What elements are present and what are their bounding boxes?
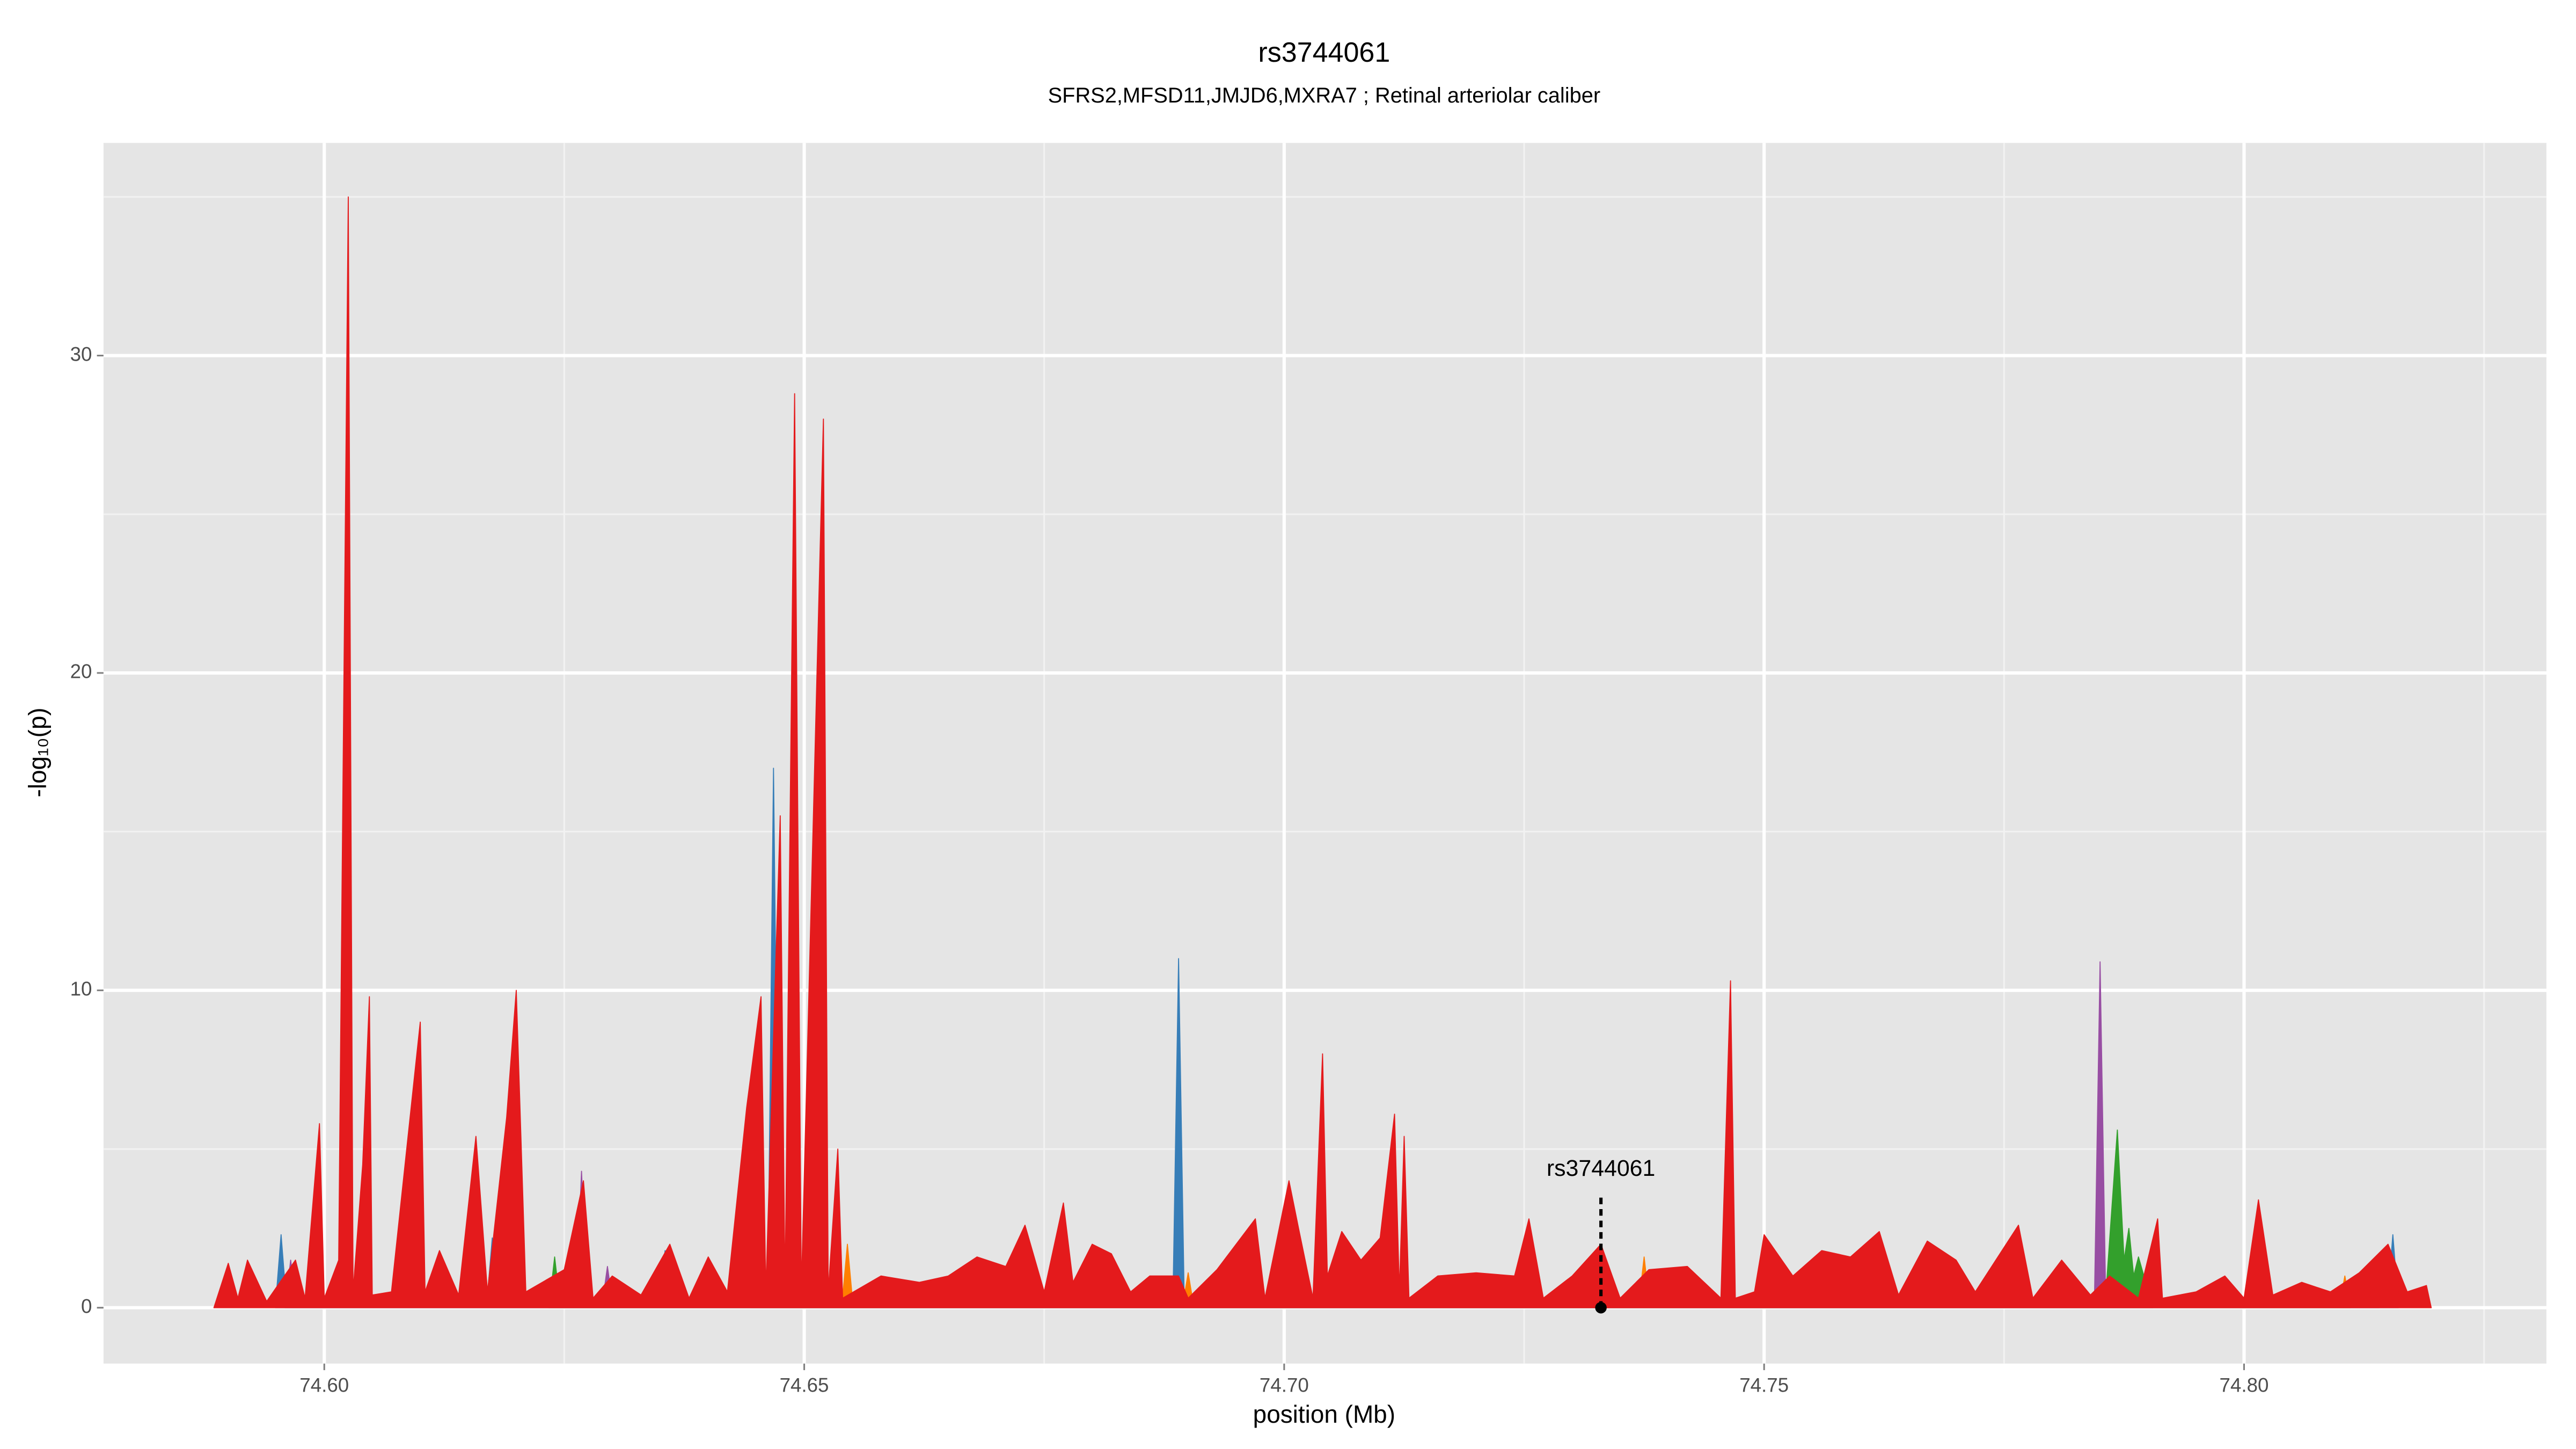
labels: 74.60 74.65 74.70 74.75 74.80 0 10 20 30 rs374406… bbox=[70, 343, 2269, 1396]
x-tick-label: 74.60 bbox=[299, 1374, 349, 1396]
x-tick-label: 74.65 bbox=[780, 1374, 829, 1396]
chart-subtitle: SFRS2,MFSD11,JMJD6,MXRA7 ; Retinal arter… bbox=[1048, 84, 1600, 107]
annotation-point bbox=[1595, 1302, 1607, 1314]
x-tick-label: 74.70 bbox=[1260, 1374, 1309, 1396]
x-tick-label: 74.80 bbox=[2220, 1374, 2269, 1396]
area bbox=[213, 196, 2432, 1308]
annotation-label: rs3744061 bbox=[1547, 1155, 1655, 1181]
marks bbox=[213, 196, 2432, 1308]
y-tick-label: 30 bbox=[70, 343, 92, 365]
x-tick-label: 74.75 bbox=[1739, 1374, 1789, 1396]
y-tick-label: 20 bbox=[70, 661, 92, 683]
y-tick-label: 0 bbox=[81, 1295, 92, 1317]
x-axis-label: position (Mb) bbox=[1253, 1400, 1395, 1428]
y-axis-label: -log₁₀(p) bbox=[24, 707, 52, 797]
chart-title: rs3744061 bbox=[1258, 37, 1390, 68]
y-tick-label: 10 bbox=[70, 978, 92, 1000]
